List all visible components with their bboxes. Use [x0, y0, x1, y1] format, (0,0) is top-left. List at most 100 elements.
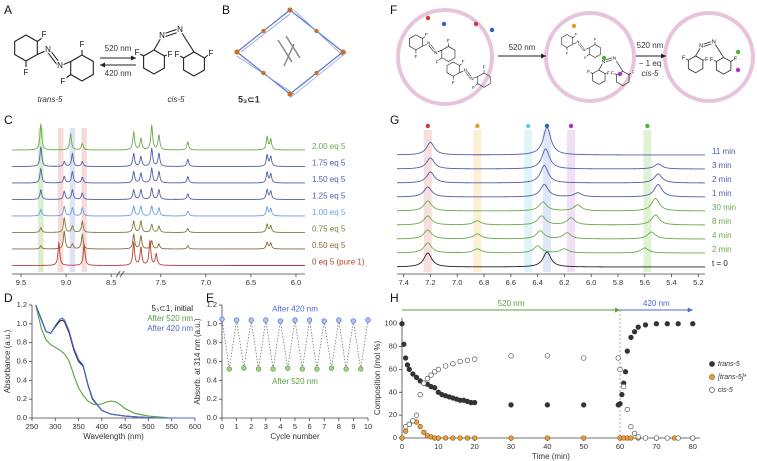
x-tick-label: 450: [119, 422, 132, 431]
atom-label: F: [584, 55, 587, 60]
cycle-link: [250, 320, 259, 370]
annotation-head: [687, 307, 693, 313]
point: [314, 366, 320, 372]
bond: [204, 54, 209, 59]
x-axis-label: Wavelength (nm): [83, 432, 144, 441]
point: [624, 406, 630, 413]
cycle-link: [360, 320, 369, 370]
step-note: − 1 eq: [639, 59, 661, 68]
x-tick-label: 1: [235, 422, 239, 431]
x-tick-label: 60: [616, 442, 624, 451]
y-tick-label: 100: [384, 319, 397, 328]
point: [255, 366, 262, 372]
highlight-band: [81, 128, 87, 272]
legend-marker: [709, 374, 715, 380]
x-tick-label: 6: [308, 422, 312, 431]
trace-label: 2 min: [712, 245, 732, 254]
ring: [592, 69, 606, 85]
cycle-link: [258, 320, 267, 370]
wavelength-label: 520 nm: [105, 44, 132, 53]
atom-label: F: [734, 56, 738, 62]
y-tick-label: 1.0: [17, 319, 27, 328]
proton-marker: [425, 15, 431, 21]
highlight-band: [567, 130, 576, 272]
point: [435, 366, 441, 373]
point: [675, 321, 681, 327]
point: [664, 435, 670, 441]
point: [343, 366, 349, 372]
legend-entry: cis-5: [718, 387, 733, 394]
spectrum: [397, 229, 705, 240]
cage-edge: [236, 55, 295, 95]
x-tick-label: 6.0: [586, 278, 596, 287]
highlight-marker: [544, 123, 550, 129]
x-tick-label: 300: [49, 422, 62, 431]
atom-label: F: [594, 37, 597, 42]
double-bond: [603, 56, 615, 61]
trace-label: 2.00 eq 5: [312, 142, 346, 151]
y-tick-label: 1.0: [207, 319, 217, 328]
spectrum: [397, 214, 705, 226]
proton-marker: [473, 21, 479, 27]
cycle-link: [294, 320, 303, 370]
double-bond: [464, 70, 472, 80]
wavelength-label: 520 nm: [509, 43, 536, 52]
atom-label: F: [575, 32, 578, 37]
point: [413, 412, 420, 418]
atom-label: F: [135, 48, 140, 57]
double-bond: [162, 31, 181, 38]
y-tick-label: 0.6: [17, 356, 27, 365]
bond: [153, 35, 163, 51]
y-tick-label: 0.0: [207, 413, 217, 422]
x-tick-label: 80: [689, 442, 697, 451]
y-tick-label: 0: [393, 433, 397, 442]
x-tick-label: 5: [293, 422, 297, 431]
point: [233, 317, 240, 323]
cavity: [544, 11, 636, 103]
x-tick-label: 70: [652, 442, 660, 451]
ring: [687, 55, 704, 74]
highlight-band: [524, 130, 533, 272]
x-tick-label: 6.2: [559, 278, 569, 287]
guest: [283, 43, 295, 67]
trace-label: 2 min: [712, 175, 732, 184]
axis-break: [115, 270, 121, 278]
y-tick-label: 0.0: [17, 413, 27, 422]
legend-entry: 5₃⊂1, initial: [151, 304, 193, 313]
bond: [164, 54, 168, 57]
atom-label: F: [209, 49, 214, 58]
bond: [65, 74, 72, 79]
point: [402, 428, 409, 434]
x-tick-label: 6.0: [291, 278, 301, 287]
spectrum: [396, 242, 705, 254]
ring: [70, 54, 94, 82]
point: [508, 353, 514, 359]
highlight-band: [69, 128, 76, 272]
y-axis-label: Composition (mol %): [373, 341, 382, 416]
point: [328, 365, 335, 371]
x-tick-label: 7.5: [156, 278, 166, 287]
spectrum: [396, 198, 705, 212]
double-bond: [577, 42, 584, 51]
spectrum: [12, 122, 305, 151]
y-axis-label: Absorbance (a.u.): [3, 329, 12, 393]
point: [399, 321, 405, 327]
point: [624, 348, 630, 354]
point: [450, 435, 456, 441]
x-tick-label: 9: [351, 422, 355, 431]
spectrum: [12, 145, 305, 167]
point: [690, 435, 696, 441]
bond: [459, 69, 466, 73]
atom-label: F: [483, 65, 486, 70]
cavity: [663, 11, 755, 103]
point: [292, 317, 298, 323]
x-tick-label: 7.0: [201, 278, 211, 287]
arrow-head: [100, 62, 105, 68]
spectrum: [397, 183, 705, 198]
point: [472, 399, 478, 406]
metal-node: [261, 28, 266, 34]
spectrum: [12, 187, 305, 200]
